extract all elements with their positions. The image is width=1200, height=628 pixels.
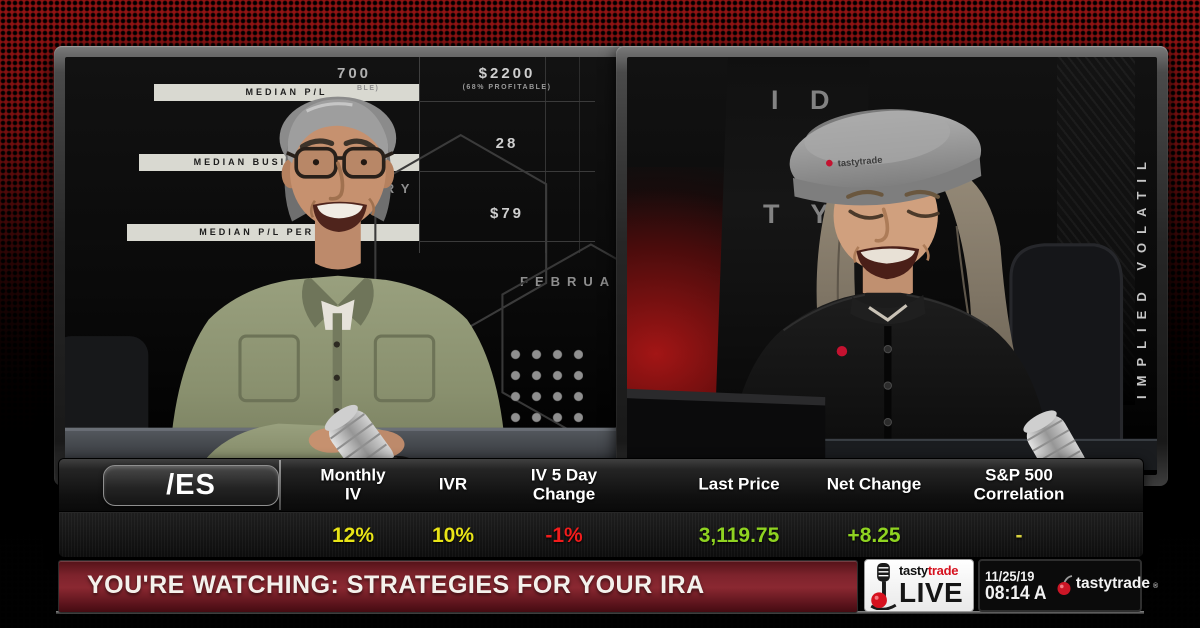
column-header-sp500-correlation: S&P 500 Correlation [973,465,1065,503]
value-iv-5-day-change: -1% [545,523,583,547]
microphone-cherry-icon [870,562,897,610]
column-header-monthly-iv: Monthly IV [320,465,386,503]
stat-note-profitable: (68% PROFITABLE) [462,84,552,91]
clock-box: 11/25/19 08:14 A tastytrade ® [978,559,1158,612]
video-right-screen: I D T Y IMPLIED VOLATIL [627,57,1157,475]
ticker-header-row: /ES Monthly IV IVR IV 5 Day Change Last … [59,459,1143,512]
dot-grid-decor [501,340,583,426]
tastytrade-live-badge: tastytrade LIVE [864,559,974,612]
live-label: LIVE [899,577,964,608]
brand-tasty: tasty [899,563,928,578]
banner-text: YOU'RE WATCHING: STRATEGIES FOR YOUR IRA [87,571,705,599]
cherry-icon [1057,575,1073,595]
wall-text-fragment: T Y [763,199,841,229]
table-grid-line [419,241,595,242]
person-left-illustration [65,96,617,470]
value-monthly-iv: 12% [331,523,375,547]
table-grid-line [545,57,546,253]
ticker-separator [279,460,281,510]
partial-stat-value: 700 [337,65,372,82]
table-grid-line [419,171,595,172]
wordmark-text: tastytrade [1075,575,1150,592]
video-panel-right: I D T Y IMPLIED VOLATIL [616,46,1168,486]
stat-value-2200: $2200 [478,65,536,82]
wall-text-fragment: I D [771,85,842,115]
stat-label-median-pl: MEDIAN P/L [154,84,419,101]
person-left-body [169,96,507,470]
stat-value-28: 28 [495,135,519,152]
lower-third-banner: YOU'RE WATCHING: STRATEGIES FOR YOUR IRA [58,560,858,613]
time-display: 08:14 A [985,583,1047,605]
value-net-change: +8.25 [847,523,901,547]
table-grid-line [419,57,420,253]
person-right-illustration: tastytrade [627,109,1157,471]
beanie-brand-text: tastytrade [837,155,883,169]
live-badge-brand: tastytrade [899,564,963,577]
value-sp500-correlation: - [1015,523,1023,547]
column-header-iv-5-day-change: IV 5 Day Change [530,465,598,503]
live-badge-text: tastytrade LIVE [899,564,963,607]
clock: 11/25/19 08:14 A [985,568,1047,604]
ticker-values-row: 12% 10% -1% 3,119.75 +8.25 - [59,512,1143,557]
table-grid-line [419,101,595,102]
ticker-symbol-badge: /ES [103,465,279,506]
value-last-price: 3,119.75 [698,523,780,547]
video-panel-left: MEDIAN P/L MEDIAN BUSINESS DAYS MEDIAN P… [54,46,628,486]
partial-stat-note: BLE) [357,85,380,92]
date-display: 11/25/19 [985,567,1035,584]
ticker-bar: /ES Monthly IV IVR IV 5 Day Change Last … [58,458,1144,558]
column-header-ivr: IVR [438,474,468,494]
stat-value-79: $79 [489,205,525,222]
tastytrade-wordmark: tastytrade ® [1057,575,1158,596]
ticker-symbol: /ES [166,469,216,501]
column-header-last-price: Last Price [698,474,780,494]
column-header-net-change: Net Change [826,474,922,494]
person-right-body: tastytrade [727,109,1053,471]
brand-trade: trade [927,563,959,578]
value-ivr: 10% [431,523,475,547]
video-left-screen: MEDIAN P/L MEDIAN BUSINESS DAYS MEDIAN P… [65,57,617,475]
beret: tastytrade [789,109,982,206]
table-grid-line [579,57,580,253]
registered-mark: ® [1152,583,1159,590]
